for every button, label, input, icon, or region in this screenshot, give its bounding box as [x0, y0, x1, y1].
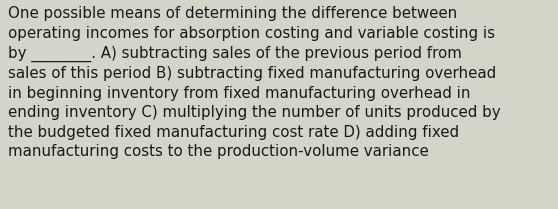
Text: One possible means of determining the difference between
operating incomes for a: One possible means of determining the di…: [8, 6, 501, 159]
